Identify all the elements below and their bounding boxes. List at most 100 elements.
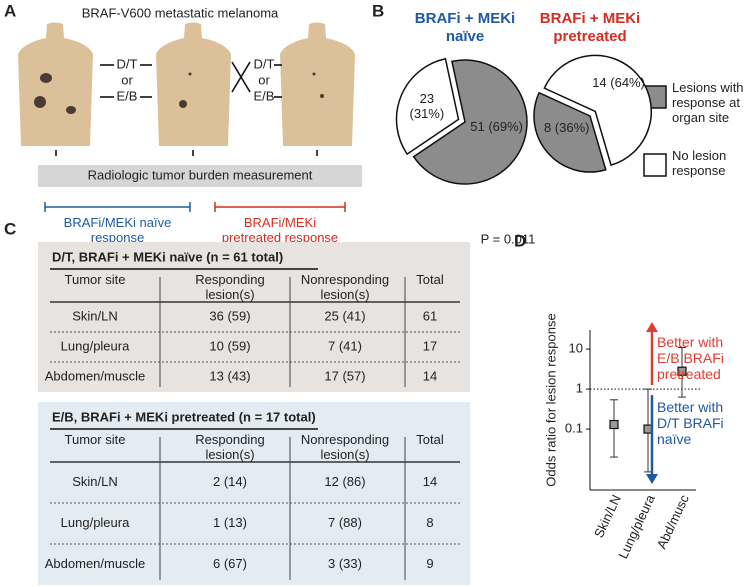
table-cell: 8 xyxy=(426,515,433,530)
table-cell: 36 (59) xyxy=(209,308,250,323)
value-label: 14 (64%) xyxy=(592,75,645,91)
panel-label: A xyxy=(4,1,16,20)
column-header: Total xyxy=(416,272,444,287)
marker xyxy=(609,419,619,430)
table-cell: 14 xyxy=(423,474,437,489)
table-cell: Skin/LN xyxy=(72,474,118,489)
treatment: or xyxy=(121,72,133,87)
panel-label: B xyxy=(372,1,384,20)
pie-slice xyxy=(543,54,652,167)
value-label-box: 14 (64%) xyxy=(592,75,645,91)
torso xyxy=(18,22,93,146)
column-header: Nonresponding lesion(s) xyxy=(300,272,390,302)
chart-title: BRAFi + MEKi naïve xyxy=(414,10,516,45)
treatment: or xyxy=(258,72,270,87)
table-cell: 10 (59) xyxy=(209,338,250,353)
value-label: 8 (36%) xyxy=(543,120,590,136)
brackets xyxy=(44,202,346,212)
response-label: BRAFi/MEKi naïve response xyxy=(63,215,172,245)
table-cell: Abdomen/muscle xyxy=(45,556,145,571)
chart-title-box: BRAFi + MEKi pretreated xyxy=(539,10,641,45)
table-cell: 17 (57) xyxy=(324,368,365,383)
table-cell: Skin/LN xyxy=(72,308,118,323)
column-header: Total xyxy=(416,432,444,447)
arrows xyxy=(55,61,318,156)
lesion xyxy=(320,94,324,98)
pie-slice xyxy=(533,91,607,173)
legend-label: Lesions with response at organ site xyxy=(672,80,744,125)
arrow-head xyxy=(646,322,658,332)
table-cell: 7 (88) xyxy=(328,515,362,530)
table-background xyxy=(38,242,470,392)
column-header: Responding lesion(s) xyxy=(195,272,265,302)
panel-title: BRAF-V600 metastatic melanoma xyxy=(82,5,279,20)
p-value: P = 0.011 xyxy=(481,231,536,246)
chart-title: BRAFi + MEKi pretreated xyxy=(539,10,641,45)
y-tick-label: 1 xyxy=(576,381,583,396)
panel-label: D xyxy=(514,231,526,250)
lesion xyxy=(34,96,46,108)
value-label: 51 (69%) xyxy=(470,118,524,134)
value-label-box: 23 (31%) xyxy=(409,90,445,121)
column-header-box: Responding lesion(s) xyxy=(195,272,265,302)
annotation: Better with E/B BRAFi pretreated xyxy=(657,334,724,382)
chart-title-box: BRAFi + MEKi naïve xyxy=(414,10,516,45)
treatment: D/T xyxy=(254,56,275,71)
table-cell: 14 xyxy=(423,368,437,383)
legend-swatch xyxy=(643,153,667,177)
column-header: Tumor site xyxy=(64,432,126,447)
value-label: 23 (31%) xyxy=(409,90,445,121)
column-header-box: Tumor site xyxy=(64,272,126,287)
y-tick-label: 0.1 xyxy=(565,421,583,436)
measurement: Radiologic tumor burden measurement xyxy=(88,167,313,182)
table-cell: Abdomen/muscle xyxy=(45,368,145,383)
lesion xyxy=(188,72,192,76)
annotation: Better with D/T BRAFi naïve xyxy=(657,399,724,448)
patient-figure xyxy=(18,22,355,146)
table-cell: Lung/pleura xyxy=(61,338,130,353)
column-header-box: Nonresponding lesion(s) xyxy=(300,272,390,302)
column-header-box: Total xyxy=(416,432,444,447)
table-cell: 3 (33) xyxy=(328,556,362,571)
table-title: E/B, BRAFi + MEKi pretreated (n = 17 tot… xyxy=(52,409,316,424)
column-header: Tumor site xyxy=(64,272,126,287)
lesion xyxy=(179,100,187,108)
marker xyxy=(677,366,687,376)
table-cell: 7 (41) xyxy=(328,338,362,353)
lesion xyxy=(312,72,316,76)
lesion xyxy=(66,106,76,114)
table-cell: 12 (86) xyxy=(324,474,365,489)
table-cell: 6 (67) xyxy=(213,556,247,571)
legend-label: No lesion response xyxy=(672,148,727,178)
table-cell: 17 xyxy=(423,338,437,353)
lesion xyxy=(40,73,52,83)
value-label-box: 8 (36%) xyxy=(543,120,590,136)
table-title: D/T, BRAFi + MEKi naïve (n = 61 total) xyxy=(52,249,283,264)
pretreated-response: BRAFi/MEKi pretreated response xyxy=(221,215,339,245)
column-header-box: Responding lesion(s) xyxy=(195,432,264,462)
arrow xyxy=(231,61,251,93)
torso xyxy=(156,22,231,146)
column-header: Nonresponding lesion(s) xyxy=(300,432,390,462)
panel-label: C xyxy=(4,219,16,238)
annotation-box: Better with D/T BRAFi naïve xyxy=(657,399,724,448)
column-header-box: Nonresponding lesion(s) xyxy=(300,432,390,462)
table-cell: Lung/pleura xyxy=(61,515,130,530)
value-label-box: 51 (69%) xyxy=(470,118,524,134)
legend-label-box: No lesion response xyxy=(672,148,727,178)
table-cell: 1 (13) xyxy=(213,515,247,530)
table-cell: 25 (41) xyxy=(324,308,365,323)
naive-response: BRAFi/MEKi naïve response xyxy=(63,215,172,245)
measurement-bar xyxy=(38,165,362,187)
treatment: E/B xyxy=(117,88,138,103)
treatment: E/B xyxy=(254,88,275,103)
table-cell: 9 xyxy=(426,556,433,571)
table-cell: 13 (43) xyxy=(209,368,250,383)
column-header-box: Tumor site xyxy=(64,432,126,447)
pie-slice xyxy=(412,59,528,185)
x-tick-label: Abd/musc xyxy=(654,492,692,551)
table-background xyxy=(38,402,470,585)
x-tick-label: Skin/LN xyxy=(591,492,624,540)
column-header-box: Total xyxy=(416,272,444,287)
